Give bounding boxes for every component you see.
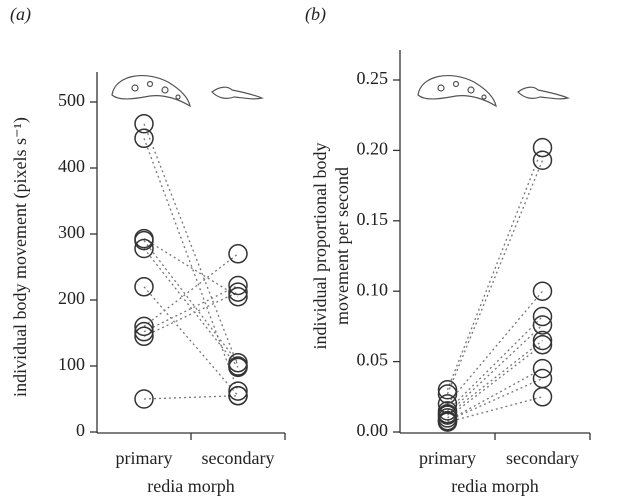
pair-line	[143, 286, 239, 397]
data-point	[532, 330, 553, 351]
data-point	[228, 244, 248, 264]
y-tick-label: 0	[76, 420, 85, 440]
data-point	[134, 277, 154, 297]
pair-line	[446, 160, 544, 395]
data-point	[134, 230, 154, 251]
data-point	[228, 357, 248, 378]
secondary-icon-b	[517, 86, 570, 100]
pair-line	[143, 253, 239, 327]
data-point	[134, 238, 154, 259]
y-tick-label: 0.25	[357, 68, 389, 88]
data-point	[437, 380, 458, 400]
pair-line	[447, 344, 543, 419]
data-point	[532, 315, 553, 335]
data-point	[532, 150, 553, 171]
y-tick-label: 0.05	[357, 350, 389, 370]
data-point	[134, 128, 154, 149]
data-point	[532, 387, 553, 407]
data-point	[228, 282, 248, 302]
y-tick-label: 300	[58, 222, 85, 242]
pair-line	[143, 395, 239, 400]
pair-line	[447, 368, 543, 422]
x-axis-label: redia morph	[451, 476, 538, 496]
data-point	[134, 321, 154, 342]
data-point	[532, 281, 553, 301]
x-tick-label: secondary	[202, 448, 275, 468]
data-point	[228, 286, 248, 307]
pair-line	[446, 147, 544, 390]
panel-label: (a)	[10, 4, 31, 25]
data-point	[134, 316, 154, 337]
data-point	[134, 114, 154, 134]
y-axis-label: individual body movement (pixels s⁻¹)	[10, 117, 31, 397]
pair-line	[143, 238, 239, 298]
y-tick-label: 200	[58, 288, 85, 308]
data-point	[228, 275, 248, 296]
pair-line	[143, 248, 239, 368]
y-tick-label: 0.20	[357, 139, 389, 159]
data-point	[134, 389, 154, 409]
pair-line	[447, 396, 543, 423]
primary-icon-a	[111, 74, 191, 108]
y-tick-label: 500	[58, 90, 85, 110]
data-point	[228, 381, 248, 401]
x-axis-label: redia morph	[147, 476, 234, 496]
data-point	[532, 306, 553, 327]
y-tick-label: 100	[58, 354, 85, 374]
x-tick-label: secondary	[506, 448, 579, 468]
x-tick-label: primary	[419, 448, 476, 468]
pair-line	[143, 240, 239, 364]
data-point	[532, 358, 553, 379]
pair-line	[447, 377, 543, 422]
pair-line	[143, 291, 239, 337]
pair-line	[143, 123, 239, 367]
y-tick-label: 0.10	[357, 279, 389, 299]
pair-line	[447, 324, 543, 415]
y-axis-label: individual proportional body	[310, 143, 330, 350]
y-tick-label: 400	[58, 156, 85, 176]
pair-line	[447, 290, 543, 405]
data-point	[134, 326, 154, 347]
data-point	[228, 352, 248, 373]
pair-line	[447, 339, 543, 416]
y-tick-label: 0.00	[357, 420, 389, 440]
data-point	[532, 334, 553, 355]
data-point	[532, 137, 553, 158]
data-point	[437, 412, 458, 432]
data-point	[437, 384, 458, 404]
x-tick-label: primary	[116, 448, 173, 468]
pair-line	[447, 316, 543, 412]
primary-icon-b	[417, 74, 497, 108]
secondary-icon-a	[211, 86, 264, 100]
y-tick-label: 0.15	[357, 209, 389, 229]
data-point	[228, 385, 248, 406]
panel-label: (b)	[305, 4, 326, 25]
y-axis-label: movement per second	[332, 167, 352, 325]
